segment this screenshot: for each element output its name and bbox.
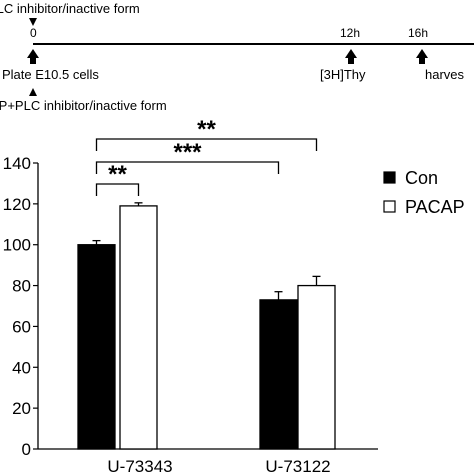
timeline-panel: PLC inhibitor/inactive form 0 12h 16h Pl… (0, 1, 474, 113)
significance-bracket (95, 183, 140, 196)
bar-pacap-1 (297, 284, 336, 450)
bar-con-1 (259, 299, 298, 450)
y-tick-label: 20 (12, 399, 31, 418)
timeline-tick-1-event: [3H]Thy (320, 67, 366, 82)
y-tick-label: 120 (3, 195, 31, 214)
timeline-start-marker-top (29, 18, 37, 26)
y-tick-label: 140 (3, 154, 31, 173)
legend-label-pacap: PACAP (405, 197, 465, 217)
significance-label: ** (108, 161, 127, 188)
timeline-tick-1-time: 12h (340, 26, 360, 40)
x-category-label: U-73343 (107, 457, 172, 474)
significance-bracket (95, 138, 318, 151)
y-tick-label: 0 (22, 440, 31, 459)
significance-label: *** (173, 139, 202, 166)
timeline-start-marker-bottom (29, 88, 37, 96)
timeline-tick-0-time: 0 (30, 26, 37, 40)
timeline-arrow-1 (345, 49, 357, 64)
legend-swatch-con (383, 171, 396, 184)
bar-con-0 (77, 244, 116, 450)
legend-swatch-pacap (383, 200, 396, 213)
x-category-label: U-73122 (265, 457, 330, 474)
timeline-tick-0-event: Plate E10.5 cells (2, 67, 99, 82)
significance-label: ** (197, 116, 216, 143)
y-tick-label: 100 (3, 236, 31, 255)
y-tick-label: 80 (12, 277, 31, 296)
timeline-tick-2-time: 16h (408, 26, 428, 40)
timeline-tick-2-event: harves (425, 67, 465, 82)
significance-bracket (95, 161, 280, 174)
timeline-arrow-2 (416, 49, 428, 64)
y-tick-label: 40 (12, 358, 31, 377)
timeline-bottom-label: AP+PLC inhibitor/inactive form (0, 98, 167, 113)
y-tick-label: 60 (12, 317, 31, 336)
legend-label-con: Con (405, 168, 438, 188)
bar-pacap-0 (119, 205, 158, 450)
timeline-top-label: PLC inhibitor/inactive form (0, 1, 140, 16)
timeline-arrow-0 (27, 49, 39, 64)
